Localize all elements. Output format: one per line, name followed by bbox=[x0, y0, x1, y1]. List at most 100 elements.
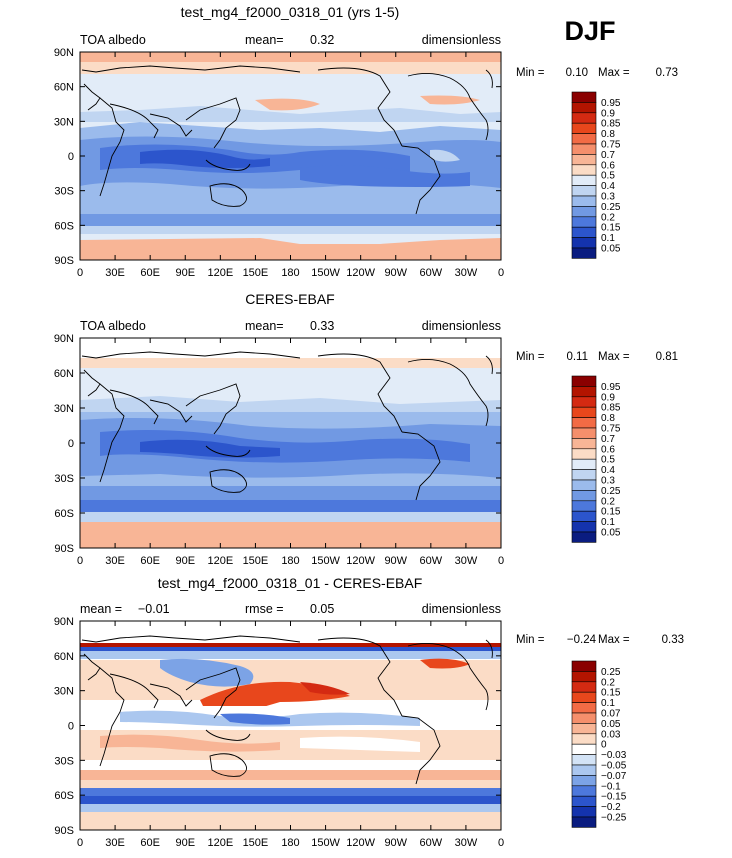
panel-mean-value: 0.33 bbox=[310, 319, 334, 333]
min-label: Min = bbox=[516, 67, 545, 79]
colorbar-label: 0.1 bbox=[601, 517, 615, 528]
colorbar-label: 0.25 bbox=[601, 486, 621, 497]
colorbar-box bbox=[571, 396, 597, 408]
lat-tick-label: 90N bbox=[54, 47, 74, 59]
colorbar-box bbox=[571, 237, 597, 249]
colorbar-label: 0.7 bbox=[601, 434, 615, 445]
colorbar-label: 0.6 bbox=[601, 444, 615, 455]
lon-tick-label: 60W bbox=[420, 837, 443, 849]
lon-tick-label: 0 bbox=[77, 837, 83, 849]
lon-tick-label: 90W bbox=[384, 267, 407, 279]
colorbar-box bbox=[571, 754, 597, 766]
colorbar-box bbox=[571, 427, 597, 439]
lon-tick-label: 120E bbox=[207, 837, 233, 849]
lat-tick-label: 60N bbox=[54, 651, 74, 663]
panel-units-label: dimensionless bbox=[422, 319, 501, 333]
lon-tick-label: 30W bbox=[455, 267, 478, 279]
panel-title: CERES-EBAF bbox=[245, 291, 334, 307]
albedo-difference-map bbox=[80, 621, 501, 830]
colorbar-label: 0.25 bbox=[601, 202, 621, 213]
colorbar-box bbox=[571, 122, 597, 134]
colorbar-label: 0.75 bbox=[601, 424, 621, 435]
albedo-map-observed bbox=[80, 338, 501, 548]
colorbar-label: 0.1 bbox=[601, 233, 615, 244]
lon-tick-label: 90W bbox=[384, 555, 407, 567]
lat-tick-label: 60S bbox=[54, 508, 74, 520]
lat-tick-label: 30S bbox=[54, 473, 74, 485]
colorbar-label: 0.25 bbox=[601, 667, 621, 678]
lon-tick-label: 0 bbox=[498, 555, 504, 567]
colorbar-label: 0.95 bbox=[601, 98, 621, 109]
panel-rmse-label: rmse = bbox=[245, 602, 284, 616]
colorbar-box bbox=[571, 775, 597, 787]
lon-tick-label: 30E bbox=[105, 267, 125, 279]
colorbar-label: 0.4 bbox=[601, 465, 615, 476]
lon-tick-label: 60W bbox=[420, 267, 443, 279]
lat-tick-label: 0 bbox=[68, 151, 74, 163]
colorbar-box bbox=[571, 681, 597, 693]
colorbar-box bbox=[571, 469, 597, 481]
colorbar-label: 0.85 bbox=[601, 119, 621, 130]
colorbar-label: 0.6 bbox=[601, 160, 615, 171]
min-label: Min = bbox=[516, 351, 545, 363]
lon-tick-label: 150W bbox=[311, 555, 340, 567]
colorbar-box bbox=[571, 386, 597, 398]
colorbar-label: 0.85 bbox=[601, 403, 621, 414]
colorbar-box bbox=[571, 743, 597, 755]
colorbar-box bbox=[571, 723, 597, 735]
lon-tick-label: 180 bbox=[281, 555, 299, 567]
lat-tick-label: 60N bbox=[54, 82, 74, 94]
panel-title: test_mg4_f2000_0318_01 - CERES-EBAF bbox=[158, 575, 423, 591]
colorbar-box bbox=[571, 510, 597, 522]
lat-tick-label: 60N bbox=[54, 368, 74, 380]
lat-tick-label: 90S bbox=[54, 255, 74, 267]
panel-rmse-value: 0.05 bbox=[310, 602, 334, 616]
panel-units-label: dimensionless bbox=[422, 602, 501, 616]
colorbar-box bbox=[571, 206, 597, 218]
colorbar-box bbox=[571, 438, 597, 450]
colorbar-label: 0.1 bbox=[601, 698, 615, 709]
colorbar: 0.950.90.850.80.750.70.60.50.40.30.250.2… bbox=[571, 91, 621, 259]
colorbar-box bbox=[571, 112, 597, 124]
lon-tick-label: 120E bbox=[207, 555, 233, 567]
colorbar-label: 0.15 bbox=[601, 507, 621, 518]
colorbar-box bbox=[571, 133, 597, 145]
lon-tick-label: 30E bbox=[105, 837, 125, 849]
colorbar-label: 0.2 bbox=[601, 212, 615, 223]
min-value: −0.24 bbox=[567, 634, 597, 646]
colorbar-label: −0.2 bbox=[601, 802, 621, 813]
colorbar-label: −0.07 bbox=[601, 771, 627, 782]
lat-tick-label: 30S bbox=[54, 755, 74, 767]
max-value: 0.33 bbox=[662, 634, 684, 646]
colorbar-box bbox=[571, 531, 597, 543]
colorbar-box bbox=[571, 91, 597, 103]
lon-tick-label: 0 bbox=[498, 267, 504, 279]
lon-tick-label: 90E bbox=[175, 555, 195, 567]
colorbar-label: 0.3 bbox=[601, 476, 615, 487]
colorbar-box bbox=[571, 226, 597, 238]
lon-tick-label: 90W bbox=[384, 837, 407, 849]
colorbar-label: 0.4 bbox=[601, 181, 615, 192]
max-label: Max = bbox=[598, 67, 630, 79]
max-value: 0.73 bbox=[656, 67, 678, 79]
colorbar-box bbox=[571, 185, 597, 197]
lon-tick-label: 120W bbox=[346, 837, 375, 849]
colorbar-box bbox=[571, 733, 597, 745]
panel-mean-value: 0.32 bbox=[310, 33, 334, 47]
min-value: 0.10 bbox=[566, 67, 588, 79]
colorbar-label: 0.05 bbox=[601, 719, 621, 730]
lat-tick-label: 30N bbox=[54, 116, 74, 128]
panel-difference: test_mg4_f2000_0318_01 - CERES-EBAF mean… bbox=[54, 575, 684, 849]
colorbar-box bbox=[571, 691, 597, 703]
lat-tick-label: 30N bbox=[54, 686, 74, 698]
panel-left-label: TOA albedo bbox=[80, 33, 146, 47]
colorbar-label: 0.03 bbox=[601, 729, 621, 740]
colorbar-box bbox=[571, 816, 597, 828]
lon-tick-label: 150E bbox=[243, 555, 269, 567]
lon-tick-label: 90E bbox=[175, 267, 195, 279]
panel-title: test_mg4_f2000_0318_01 (yrs 1-5) bbox=[181, 4, 400, 20]
colorbar-label: 0.95 bbox=[601, 382, 621, 393]
max-label: Max = bbox=[598, 634, 630, 646]
colorbar-box bbox=[571, 195, 597, 207]
colorbar-box bbox=[571, 521, 597, 533]
